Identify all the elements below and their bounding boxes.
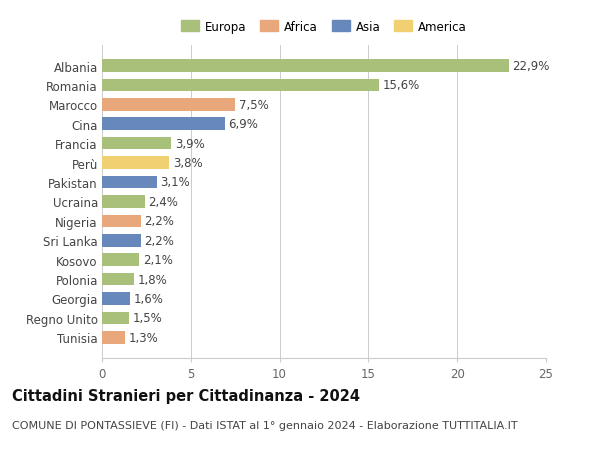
Bar xyxy=(102,292,130,305)
Bar xyxy=(102,254,139,266)
Bar xyxy=(102,176,157,189)
Text: 1,8%: 1,8% xyxy=(137,273,167,286)
Bar xyxy=(102,215,141,228)
Text: 1,5%: 1,5% xyxy=(132,312,162,325)
Text: 15,6%: 15,6% xyxy=(383,79,420,92)
Bar xyxy=(102,118,224,131)
Text: COMUNE DI PONTASSIEVE (FI) - Dati ISTAT al 1° gennaio 2024 - Elaborazione TUTTIT: COMUNE DI PONTASSIEVE (FI) - Dati ISTAT … xyxy=(12,420,518,430)
Bar xyxy=(102,196,145,208)
Text: 2,2%: 2,2% xyxy=(145,215,175,228)
Bar xyxy=(102,99,235,112)
Text: 1,3%: 1,3% xyxy=(128,331,158,344)
Text: 2,2%: 2,2% xyxy=(145,234,175,247)
Text: 3,1%: 3,1% xyxy=(161,176,190,189)
Bar xyxy=(102,273,134,286)
Bar xyxy=(102,235,141,247)
Bar xyxy=(102,157,169,169)
Text: Cittadini Stranieri per Cittadinanza - 2024: Cittadini Stranieri per Cittadinanza - 2… xyxy=(12,388,360,403)
Text: 22,9%: 22,9% xyxy=(512,60,550,73)
Text: 6,9%: 6,9% xyxy=(228,118,258,131)
Bar xyxy=(102,138,171,150)
Text: 7,5%: 7,5% xyxy=(239,99,269,112)
Text: 3,8%: 3,8% xyxy=(173,157,203,170)
Text: 1,6%: 1,6% xyxy=(134,292,164,305)
Bar xyxy=(102,79,379,92)
Bar xyxy=(102,312,128,325)
Text: 2,4%: 2,4% xyxy=(148,196,178,208)
Bar xyxy=(102,60,509,73)
Text: 3,9%: 3,9% xyxy=(175,137,205,151)
Legend: Europa, Africa, Asia, America: Europa, Africa, Asia, America xyxy=(181,21,467,34)
Text: 2,1%: 2,1% xyxy=(143,253,173,267)
Bar xyxy=(102,331,125,344)
